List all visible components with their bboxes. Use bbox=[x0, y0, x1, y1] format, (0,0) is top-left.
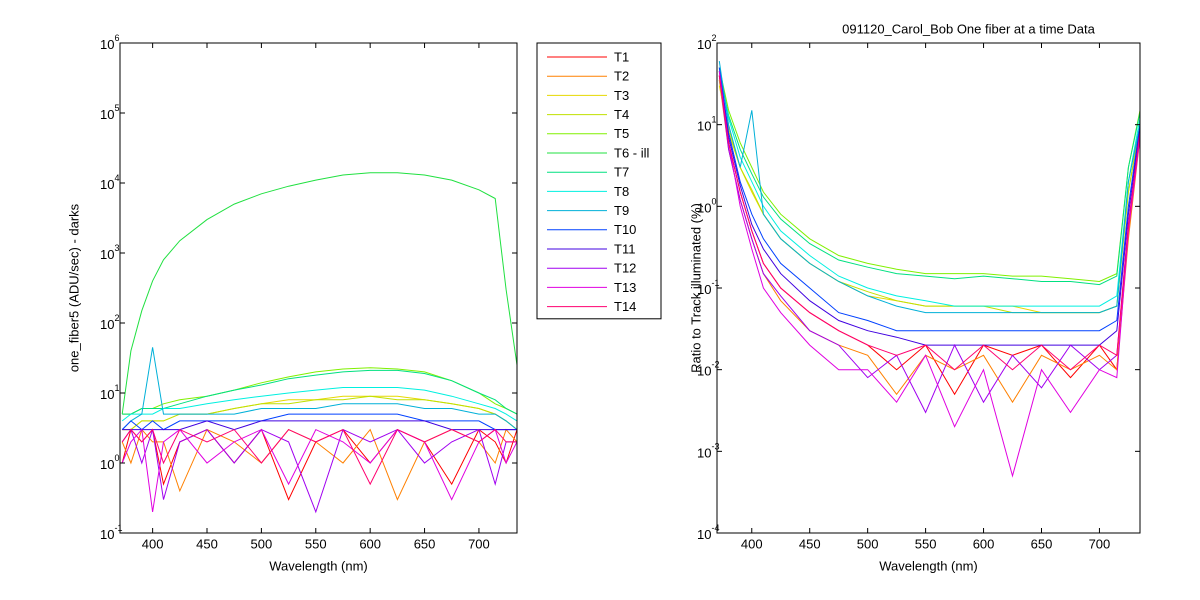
series-line bbox=[121, 387, 518, 422]
series-line bbox=[121, 347, 518, 430]
x-tick-label: 700 bbox=[1089, 536, 1111, 551]
legend-label: T12 bbox=[614, 261, 636, 276]
series-line bbox=[718, 75, 1141, 371]
legend-label: T14 bbox=[614, 299, 636, 314]
legend-label: T7 bbox=[614, 165, 629, 180]
series-line bbox=[121, 428, 517, 514]
y-axis-label: one_fiber5 (ADU/sec) - darks bbox=[66, 203, 81, 372]
y-tick-label: 102 bbox=[697, 33, 716, 52]
x-tick-label: 600 bbox=[359, 536, 381, 551]
legend-label: T10 bbox=[614, 222, 636, 237]
x-axis-label: Wavelength (nm) bbox=[269, 558, 368, 573]
y-tick-label: 100 bbox=[100, 453, 119, 472]
series-line bbox=[718, 71, 1141, 478]
series-line bbox=[122, 395, 518, 431]
y-tick-label: 10-2 bbox=[697, 360, 719, 379]
x-tick-label: 450 bbox=[196, 536, 218, 551]
series-line bbox=[718, 61, 1141, 314]
x-tick-label: 500 bbox=[857, 536, 879, 551]
plot-area bbox=[120, 43, 517, 533]
plot-area bbox=[717, 43, 1140, 533]
series-line bbox=[718, 71, 1141, 286]
legend-label: T2 bbox=[614, 69, 629, 84]
y-tick-label: 101 bbox=[100, 383, 119, 402]
x-tick-label: 650 bbox=[414, 536, 436, 551]
legend-label: T11 bbox=[614, 241, 635, 256]
legend-label: T1 bbox=[614, 49, 629, 64]
y-tick-label: 100 bbox=[697, 197, 716, 216]
series-line bbox=[718, 67, 1141, 307]
series-line bbox=[121, 428, 517, 486]
x-tick-label: 550 bbox=[305, 536, 327, 551]
x-tick-label: 400 bbox=[142, 536, 164, 551]
legend-label: T9 bbox=[614, 203, 629, 218]
y-axis-label: Ratio to Track illuminated (%) bbox=[688, 203, 703, 373]
x-tick-label: 700 bbox=[468, 536, 490, 551]
series-line bbox=[122, 420, 517, 431]
y-tick-label: 10-1 bbox=[100, 523, 122, 542]
x-tick-label: 600 bbox=[973, 536, 995, 551]
chart-title: 091120_Carol_Bob One fiber at a time Dat… bbox=[842, 21, 1095, 36]
y-tick-label: 105 bbox=[100, 103, 119, 122]
y-tick-label: 106 bbox=[100, 33, 119, 52]
series-line bbox=[121, 413, 517, 431]
x-tick-label: 450 bbox=[799, 536, 821, 551]
y-tick-label: 10-1 bbox=[697, 278, 719, 297]
axes-box bbox=[119, 42, 518, 534]
y-tick-label: 104 bbox=[100, 173, 119, 192]
y-tick-label: 10-4 bbox=[697, 523, 719, 542]
legend-label: T13 bbox=[614, 280, 636, 295]
legend-label: T5 bbox=[614, 126, 629, 141]
x-tick-label: 500 bbox=[251, 536, 273, 551]
series-line bbox=[122, 369, 518, 415]
y-tick-label: 101 bbox=[697, 115, 716, 134]
x-tick-label: 400 bbox=[741, 536, 763, 551]
legend-box bbox=[536, 42, 662, 320]
series-line bbox=[121, 172, 518, 415]
x-tick-label: 550 bbox=[915, 536, 937, 551]
series-line bbox=[718, 75, 1141, 414]
x-axis-label: Wavelength (nm) bbox=[879, 558, 978, 573]
legend-label: T4 bbox=[614, 107, 629, 122]
x-tick-label: 650 bbox=[1031, 536, 1053, 551]
y-tick-label: 10-3 bbox=[697, 442, 719, 461]
y-tick-label: 103 bbox=[100, 243, 119, 262]
series-line bbox=[718, 71, 1141, 346]
series-line bbox=[121, 428, 518, 512]
series-line bbox=[718, 67, 1141, 283]
legend-label: T3 bbox=[614, 88, 629, 103]
series-line bbox=[718, 67, 1141, 332]
y-tick-label: 102 bbox=[100, 313, 119, 332]
legend-label: T8 bbox=[614, 184, 629, 199]
legend-label: T6 - ill bbox=[614, 145, 650, 160]
